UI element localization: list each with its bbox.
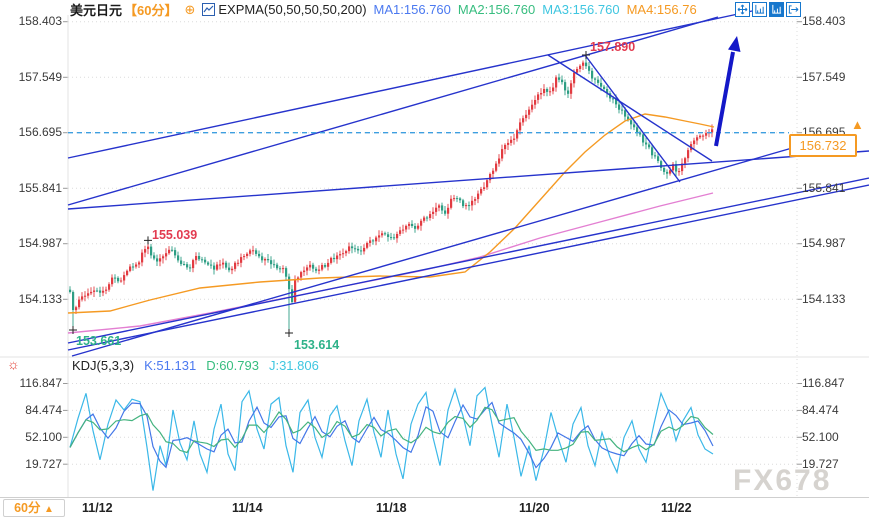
kdj-axis-left-label: 116.847 bbox=[19, 376, 63, 390]
kdj-header: KDJ(5,3,3) K:51.131 D:60.793 J:31.806 bbox=[72, 358, 319, 373]
kdj-axis-right-label: 52.100 bbox=[802, 430, 839, 444]
pan-tool-icon[interactable] bbox=[735, 2, 750, 17]
kdj-d-line bbox=[69, 406, 714, 454]
swing-high-label: 157.890 bbox=[590, 40, 636, 54]
price-axis-left-label: 155.841 bbox=[18, 181, 62, 195]
date-tick-label: 11/12 bbox=[82, 501, 113, 515]
ma200-line bbox=[67, 192, 714, 334]
timeframe-label: 60分 bbox=[14, 501, 41, 515]
chart-style-tool-icon[interactable] bbox=[769, 2, 784, 17]
ma3-value: MA3:156.760 bbox=[542, 2, 620, 17]
swing-low-label: 153.614 bbox=[294, 338, 340, 352]
add-indicator-icon[interactable]: ⊕ bbox=[184, 1, 196, 17]
kdj-axis-right-label: 116.847 bbox=[802, 376, 845, 390]
kdj-j-line bbox=[69, 386, 714, 491]
projection-arrow[interactable] bbox=[714, 36, 741, 147]
last-price-box: 156.732 bbox=[789, 134, 857, 157]
kdj-k-value: K:51.131 bbox=[144, 358, 197, 373]
kdj-axis-left-label: 84.474 bbox=[25, 403, 62, 417]
ma4-value: MA4:156.76 bbox=[626, 2, 697, 17]
trend-lines[interactable] bbox=[67, 10, 869, 357]
price-axis-left-label: 154.987 bbox=[18, 236, 62, 250]
extreme-markers bbox=[69, 51, 590, 338]
kdj-k-line bbox=[69, 401, 714, 469]
price-axis-right-label: 154.133 bbox=[802, 292, 846, 306]
date-tick-label: 11/22 bbox=[661, 501, 692, 515]
period-label[interactable]: 【60分】 bbox=[124, 3, 178, 18]
price-axis-left-label: 154.133 bbox=[18, 292, 62, 306]
grid bbox=[0, 15, 869, 502]
watermark: FX678 bbox=[733, 464, 832, 497]
symbol-title: 美元日元 bbox=[70, 3, 123, 18]
timeframe-button[interactable]: 60分 ▲ bbox=[3, 499, 65, 517]
chart-header: 美元日元 【60分】 ⊕ EXPMA(50,50,50,50,200) MA1:… bbox=[70, 1, 697, 18]
ma2-value: MA2:156.760 bbox=[457, 2, 536, 17]
date-tick-label: 11/14 bbox=[232, 501, 263, 515]
price-axis-right-label: 157.549 bbox=[802, 70, 846, 84]
chart-toolbar bbox=[735, 2, 801, 17]
timeframe-arrow-icon: ▲ bbox=[43, 504, 54, 515]
indicator-name[interactable]: EXPMA(50,50,50,50,200) bbox=[218, 2, 367, 17]
date-tick-label: 11/20 bbox=[519, 501, 550, 515]
kdj-lines bbox=[69, 386, 714, 491]
kdj-axis-left-label: 52.100 bbox=[25, 430, 62, 444]
kdj-axis-right-label: 84.474 bbox=[802, 403, 839, 417]
swing-high-label: 155.039 bbox=[152, 228, 198, 242]
price-up-arrow-icon: ▲ bbox=[851, 117, 864, 132]
axis-scale-tool-icon[interactable] bbox=[752, 2, 767, 17]
kdj-title[interactable]: KDJ(5,3,3) bbox=[72, 358, 135, 373]
date-tick-label: 11/18 bbox=[376, 501, 407, 515]
swing-low-label: 153.661 bbox=[76, 334, 122, 348]
kdj-axis-right-label: 19.727 bbox=[802, 457, 839, 471]
time-axis-bar: 60分 ▲ 11/12 11/14 11/18 11/20 11/22 bbox=[0, 497, 869, 517]
indicator-chart-icon bbox=[202, 3, 216, 16]
kdj-d-value: D:60.793 bbox=[206, 358, 259, 373]
price-axis-right-label: 158.403 bbox=[802, 14, 846, 28]
price-axis-left-label: 158.403 bbox=[18, 14, 62, 28]
price-axis-left-label: 156.695 bbox=[18, 125, 62, 139]
ma1-value: MA1:156.760 bbox=[373, 2, 451, 17]
price-axis-right-label: 155.841 bbox=[802, 181, 846, 195]
export-tool-icon[interactable] bbox=[786, 2, 801, 17]
kdj-axis-left-label: 19.727 bbox=[25, 457, 62, 471]
price-axis-left-label: 157.549 bbox=[18, 70, 62, 84]
price-axis-right-label: 154.987 bbox=[802, 236, 846, 250]
settings-sun-icon[interactable]: ☼ bbox=[7, 356, 20, 372]
kdj-j-value: J:31.806 bbox=[268, 358, 319, 373]
